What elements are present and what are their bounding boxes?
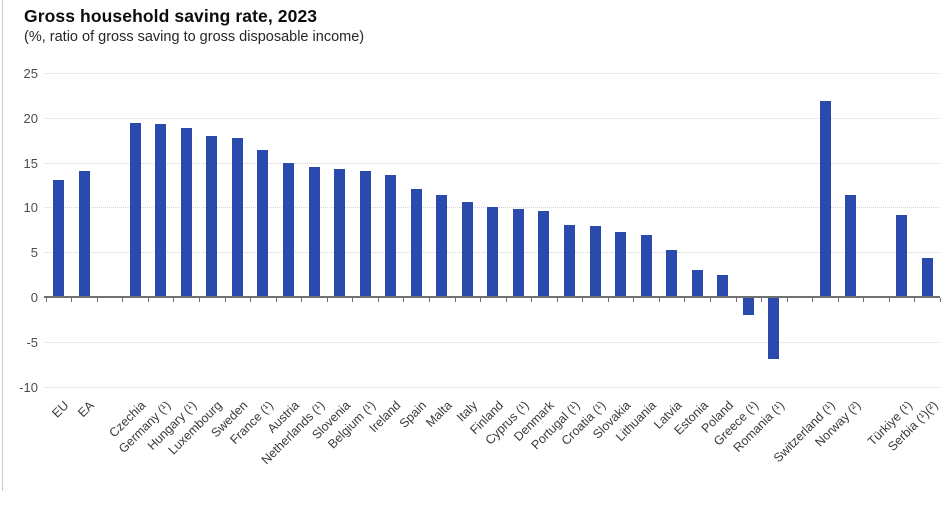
x-axis-tick <box>403 298 405 302</box>
gridline-20 <box>45 117 940 119</box>
bar-switzerland <box>819 100 831 297</box>
y-tick-label--5: -5 <box>26 334 38 350</box>
bar-slovenia <box>334 168 346 297</box>
bar-sweden <box>231 137 243 297</box>
bar-denmark <box>538 210 550 297</box>
y-tick-label-25: 25 <box>23 66 38 81</box>
x-axis-tick <box>224 298 226 302</box>
y-tick-label--10: -10 <box>19 379 38 395</box>
x-axis-tick <box>939 298 941 302</box>
chart-subtitle: (%, ratio of gross saving to gross dispo… <box>24 29 365 45</box>
x-axis-tick <box>505 298 507 302</box>
bar-latvia <box>666 249 678 297</box>
x-axis-tick <box>761 298 763 302</box>
bar-estonia <box>691 270 703 297</box>
x-axis-tick <box>786 298 788 302</box>
x-label-eu: EU <box>49 398 72 421</box>
x-label-spain: Spain <box>396 398 430 431</box>
y-tick-label-20: 20 <box>23 110 38 126</box>
bar-cyprus <box>512 209 524 297</box>
bar-t-rkiye <box>896 215 908 297</box>
bar-croatia <box>589 226 601 297</box>
x-axis-tick <box>71 298 73 302</box>
bar-romania <box>768 298 780 359</box>
bar-france <box>257 150 269 297</box>
bar-czechia <box>129 123 141 297</box>
bar-serbia <box>921 258 933 297</box>
bar-belgium <box>359 170 371 297</box>
x-axis-line <box>44 296 940 298</box>
bar-lithuania <box>640 235 652 297</box>
x-axis-tick <box>480 298 482 302</box>
bar-poland <box>717 275 729 297</box>
x-axis-tick <box>812 298 814 302</box>
x-axis-tick <box>710 298 712 302</box>
x-axis-tick <box>428 298 430 302</box>
chart-title: Gross household saving rate, 2023 <box>24 6 318 26</box>
left-border-line <box>2 0 3 491</box>
y-tick-label-15: 15 <box>23 155 38 171</box>
y-tick-label-5: 5 <box>30 245 38 261</box>
x-axis-tick <box>275 298 277 302</box>
x-axis-tick <box>607 298 609 302</box>
x-axis-tick <box>326 298 328 302</box>
y-tick-label-10: 10 <box>23 200 38 216</box>
x-axis-tick <box>352 298 354 302</box>
bar-eu <box>53 179 64 297</box>
x-axis-tick <box>250 298 252 302</box>
x-axis-tick <box>888 298 890 302</box>
y-tick-label-0: 0 <box>30 290 38 305</box>
x-axis-tick <box>531 298 533 302</box>
bar-austria <box>282 163 294 297</box>
bar-spain <box>410 188 422 297</box>
x-axis-tick <box>454 298 456 302</box>
x-axis-tick <box>735 298 737 302</box>
bar-portugal <box>564 225 575 297</box>
bar-malta <box>436 194 448 297</box>
bar-netherlands <box>308 167 320 297</box>
bar-ea <box>78 170 90 297</box>
x-axis-tick <box>684 298 686 302</box>
bar-hungary <box>180 127 192 297</box>
x-axis-tick <box>122 298 124 302</box>
gridline--5 <box>45 341 940 343</box>
gridline-15 <box>45 162 940 164</box>
x-label-malta: Malta <box>423 398 455 430</box>
x-axis-tick <box>863 298 865 302</box>
gridline-25 <box>45 73 940 74</box>
bar-luxembourg <box>206 135 218 297</box>
gridline--10 <box>45 386 940 388</box>
x-axis-tick <box>582 298 584 302</box>
x-axis-tick <box>301 298 303 302</box>
bar-italy <box>461 202 473 297</box>
x-axis-tick <box>837 298 839 302</box>
x-axis-tick <box>147 298 149 302</box>
x-axis-tick <box>556 298 558 302</box>
x-axis-tick <box>914 298 916 302</box>
bar-ireland <box>385 175 397 297</box>
x-axis-tick <box>658 298 660 302</box>
bar-greece <box>742 298 754 316</box>
x-label-ea: EA <box>75 398 98 420</box>
x-axis-tick <box>96 298 98 302</box>
bar-norway <box>845 194 857 297</box>
x-axis-tick <box>199 298 201 302</box>
bar-finland <box>487 207 499 297</box>
x-axis-tick <box>173 298 175 302</box>
bar-slovakia <box>615 232 627 297</box>
x-axis-tick <box>633 298 635 302</box>
x-axis-tick <box>377 298 379 302</box>
bar-germany <box>155 124 167 297</box>
x-axis-tick <box>45 298 47 302</box>
